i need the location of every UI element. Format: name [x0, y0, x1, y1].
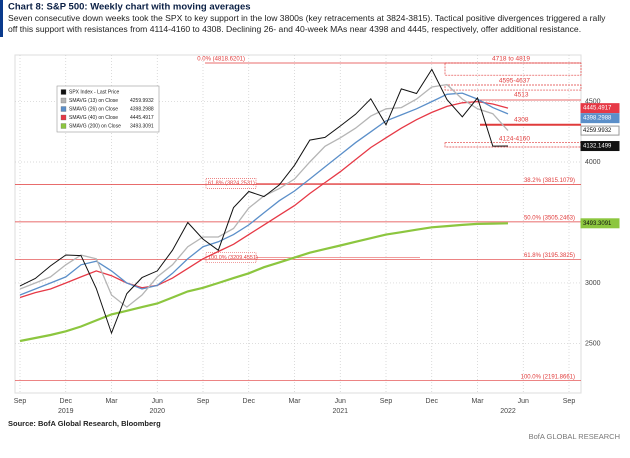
series-line [19, 68, 509, 335]
fib-label: 0.0% (4818.6201) [197, 57, 245, 63]
legend-swatch [60, 97, 67, 104]
year-label: 2022 [500, 408, 516, 415]
legend-value: 4398.2988 [130, 106, 154, 112]
x-tick-label: Mar [288, 398, 301, 405]
x-tick-label: Mar [471, 398, 484, 405]
resistance-zone [444, 84, 582, 91]
legend: SPX Index - Last Price SMAVG (13) on Clos… [56, 85, 160, 133]
last-value-tag [580, 141, 620, 152]
source: Source: BofA Global Research, Bloomberg [8, 419, 161, 428]
x-tick-label: Sep [197, 398, 210, 405]
fib-label: 50.0% (3505.2463) [524, 215, 575, 221]
legend-label: SMAVG (26) on Close [69, 106, 118, 112]
last-value-text: 4259.9932 [583, 128, 612, 134]
accent-bar [0, 0, 3, 37]
x-tick-label: Sep [563, 398, 576, 405]
x-tick-label: Dec [426, 398, 439, 405]
x-tick-label: Dec [60, 398, 73, 405]
legend-swatch [60, 123, 67, 129]
last-value-tag [580, 113, 620, 124]
legend-swatch [60, 106, 67, 112]
mark-label: 4513 [514, 92, 529, 99]
subtitle-box: Seven consecutive down weeks took the SP… [8, 13, 606, 34]
resistance-zone [444, 142, 582, 148]
series-line [19, 222, 509, 343]
y-tick-label: 3000 [585, 280, 601, 287]
x-tick-label: Dec [243, 398, 256, 405]
legend-value: 3493.3091 [130, 123, 154, 129]
last-value-text: 4132.1499 [583, 144, 612, 150]
year-label: 2021 [332, 408, 348, 415]
legend-label: SMAVG (40) on Close [69, 115, 118, 121]
zone-label: 4718 to 4819 [492, 56, 530, 63]
x-tick-label: Jun [518, 398, 529, 405]
legend-label: SMAVG (13) on Close [69, 98, 118, 104]
year-label: 2020 [149, 408, 165, 415]
legend-label: SPX Index - Last Price [69, 89, 120, 95]
resistance-zone [444, 62, 582, 76]
last-value-tag [580, 103, 620, 114]
series-line [19, 92, 509, 296]
x-tick-label: Jun [152, 398, 163, 405]
box-label: 61.8% (3824.2531) [208, 181, 255, 187]
legend-swatch [60, 89, 67, 95]
last-value-text: 4445.4917 [583, 106, 612, 112]
footer: BofA GLOBAL RESEARCH [529, 432, 620, 441]
chart-title: Chart 8: S&P 500: Weekly chart with movi… [8, 2, 251, 13]
y-tick-label: 4000 [585, 159, 601, 166]
y-tick-label: 2500 [585, 340, 601, 347]
series-line [19, 83, 509, 308]
last-value-text: 4398.2988 [583, 116, 612, 122]
y-tick-label: 4500 [585, 98, 601, 105]
fib-label: 100.0% (2191.8661) [521, 374, 575, 380]
x-tick-label: Mar [105, 398, 118, 405]
legend-label: SMAVG (200) on Close [69, 123, 121, 129]
x-tick-label: Sep [380, 398, 393, 405]
last-value-tag [580, 125, 620, 136]
last-value-tag [580, 218, 620, 229]
legend-value: 4445.4917 [130, 115, 154, 121]
legend-box [56, 85, 160, 133]
zone-label: 4595-4637 [499, 78, 530, 85]
mark-label: 4308 [514, 116, 529, 123]
year-label: 2019 [58, 408, 74, 415]
zone-label: 4124-4160 [499, 135, 530, 142]
box-label: 100.0% (3209.4551) [208, 255, 258, 261]
legend-swatch [60, 114, 67, 121]
x-tick-label: Sep [14, 398, 27, 405]
fib-label: 38.2% (3815.1079) [524, 178, 575, 184]
legend-value: 4259.9932 [130, 98, 154, 104]
last-value-text: 3493.3091 [583, 221, 612, 227]
fib-label: 61.8% (3195.3825) [524, 253, 575, 259]
chart-subtitle: Seven consecutive down weeks took the SP… [8, 13, 606, 34]
x-tick-label: Jun [335, 398, 346, 405]
